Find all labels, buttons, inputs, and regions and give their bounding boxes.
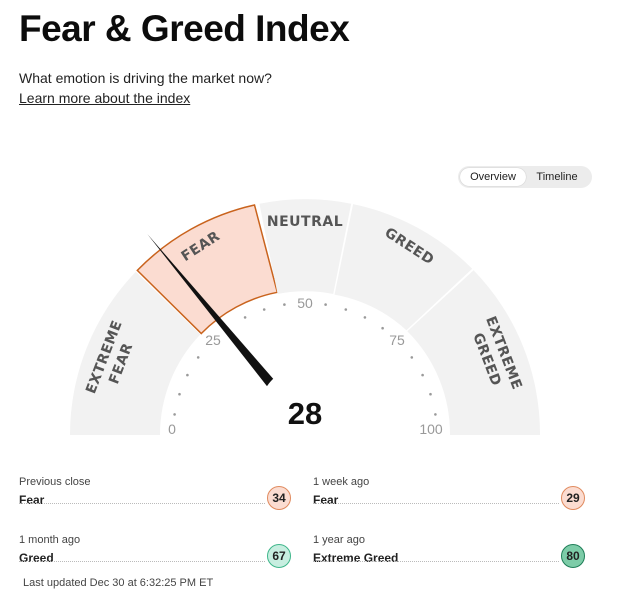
stat-divider bbox=[19, 503, 265, 504]
stat-value: Extreme Greed bbox=[313, 551, 399, 565]
stat-1-week-ago: 1 week ago Fear 29 bbox=[313, 476, 585, 524]
segment-extreme-greed bbox=[407, 270, 541, 435]
label-neutral: NEUTRAL bbox=[267, 214, 343, 230]
stat-score-badge: 34 bbox=[267, 486, 291, 510]
tick-label-0: 0 bbox=[168, 421, 176, 437]
tick-label-100: 100 bbox=[419, 421, 443, 437]
page-subtitle: What emotion is driving the market now? bbox=[19, 70, 272, 86]
scale-dot bbox=[344, 308, 348, 311]
stat-previous-close: Previous close Fear 34 bbox=[19, 476, 291, 524]
view-toggle: Overview Timeline bbox=[458, 166, 592, 188]
scale-dot bbox=[434, 413, 437, 416]
stat-label: 1 month ago bbox=[19, 534, 81, 546]
learn-more-link[interactable]: Learn more about the index bbox=[19, 90, 191, 106]
stat-divider bbox=[313, 503, 559, 504]
stat-1-month-ago: 1 month ago Greed 67 bbox=[19, 534, 291, 582]
last-updated: Last updated Dec 30 at 6:32:25 PM ET bbox=[23, 577, 214, 589]
stat-label: 1 week ago bbox=[313, 476, 370, 488]
stat-divider bbox=[19, 561, 265, 562]
stat-1-year-ago: 1 year ago Extreme Greed 80 bbox=[313, 534, 585, 582]
score-value: 28 bbox=[288, 396, 322, 431]
scale-dots bbox=[173, 303, 437, 416]
timeline-tab[interactable]: Timeline bbox=[536, 171, 578, 183]
scale-dot bbox=[173, 413, 176, 416]
scale-dot bbox=[410, 356, 414, 359]
scale-dot bbox=[262, 308, 266, 311]
scale-dot bbox=[283, 303, 286, 306]
scale-dot bbox=[196, 356, 200, 359]
scale-dot bbox=[363, 316, 367, 319]
stat-value: Fear bbox=[313, 493, 339, 507]
tick-label-75: 75 bbox=[389, 332, 405, 348]
gauge-needle bbox=[147, 234, 282, 396]
fear-greed-gauge: EXTREME FEAR FEAR NEUTRAL GREED EXTREME … bbox=[69, 199, 541, 450]
stat-score-badge: 29 bbox=[561, 486, 585, 510]
tick-label-50: 50 bbox=[297, 295, 313, 311]
scale-dot bbox=[429, 392, 432, 396]
stat-score-badge: 80 bbox=[561, 544, 585, 568]
score-hub bbox=[259, 366, 351, 450]
overview-tab[interactable]: Overview bbox=[460, 168, 526, 186]
page-title: Fear & Greed Index bbox=[19, 8, 350, 49]
segment-greed bbox=[334, 204, 473, 331]
segment-extreme-fear bbox=[69, 271, 201, 435]
scale-dot bbox=[243, 316, 247, 319]
stat-divider bbox=[313, 561, 559, 562]
scale-dot bbox=[186, 373, 189, 377]
stat-label: Previous close bbox=[19, 476, 91, 488]
scale-dot bbox=[421, 373, 424, 377]
scale-dot bbox=[178, 392, 181, 396]
stat-score-badge: 67 bbox=[267, 544, 291, 568]
tick-label-25: 25 bbox=[205, 332, 221, 348]
scale-dot bbox=[381, 326, 384, 330]
stat-value: Fear bbox=[19, 493, 45, 507]
segment-neutral bbox=[259, 199, 352, 294]
stat-label: 1 year ago bbox=[313, 534, 365, 546]
scale-dot bbox=[324, 303, 327, 306]
stat-value: Greed bbox=[19, 551, 54, 565]
